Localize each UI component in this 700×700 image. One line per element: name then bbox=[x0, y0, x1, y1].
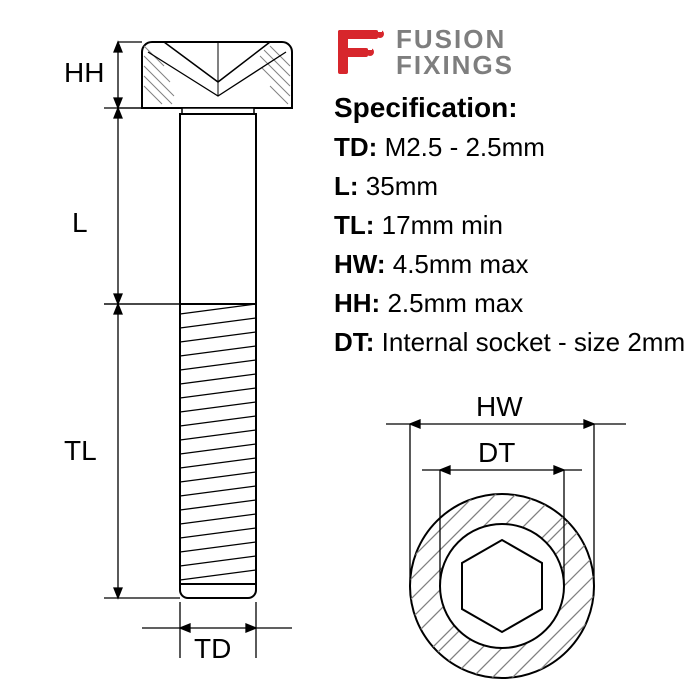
spec-row-hh: HH: 2.5mm max bbox=[334, 286, 690, 321]
spec-row-hw: HW: 4.5mm max bbox=[334, 247, 690, 282]
spec-title: Specification: bbox=[334, 92, 690, 124]
logo-line2: FIXINGS bbox=[396, 52, 514, 78]
label-l: L bbox=[72, 207, 88, 238]
spec-row-dt: DT: Internal socket - size 2mm bbox=[334, 325, 690, 360]
label-tl: TL bbox=[64, 435, 97, 466]
brand-logo: FUSION FIXINGS bbox=[332, 24, 514, 80]
spec-row-td: TD: M2.5 - 2.5mm bbox=[334, 130, 690, 165]
specification-block: Specification: TD: M2.5 - 2.5mm L: 35mm … bbox=[334, 92, 690, 365]
spec-row-l: L: 35mm bbox=[334, 169, 690, 204]
side-view-diagram: HH L TL TD bbox=[32, 22, 332, 678]
label-hw: HW bbox=[476, 391, 523, 422]
label-td: TD bbox=[194, 633, 231, 664]
logo-f-icon bbox=[332, 24, 388, 80]
top-view-diagram: HW DT bbox=[326, 384, 686, 694]
spec-row-tl: TL: 17mm min bbox=[334, 208, 690, 243]
logo-line1: FUSION bbox=[396, 26, 514, 52]
label-hh: HH bbox=[64, 57, 104, 88]
label-dt: DT bbox=[478, 437, 515, 468]
